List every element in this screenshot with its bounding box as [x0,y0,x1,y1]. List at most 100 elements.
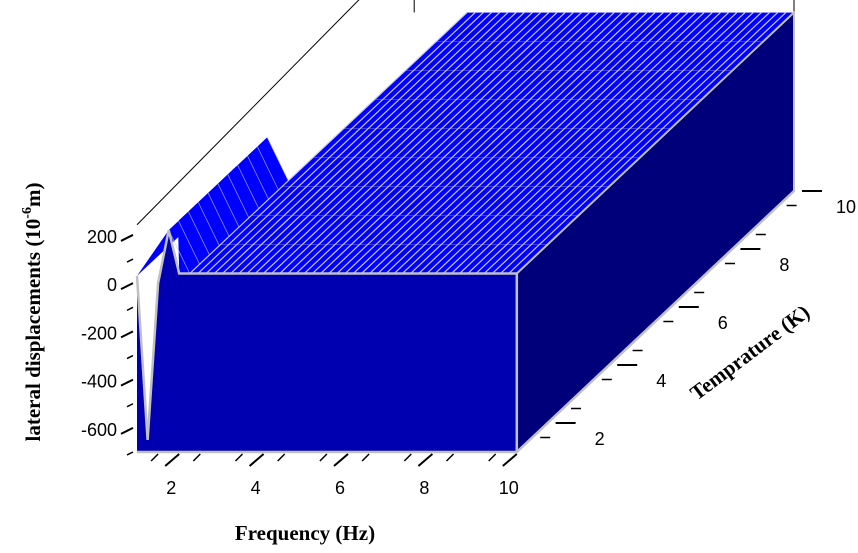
surface-mesh-line [344,12,623,274]
surface-front-profile [135,229,517,440]
surface-mesh-line [279,12,558,274]
surface-mesh-line [442,12,721,274]
surface-mesh-line [434,12,713,274]
surface-mesh-line [467,12,746,274]
z-axis-title-suffix: m) [21,183,45,208]
y-axis-tick-label: 10 [836,197,856,217]
surface-front-face [137,230,517,452]
surface-mesh-line [410,12,689,274]
axes: 2 4 6 8 10 2 4 6 8 10 200 0 -200 -400 -600 [81,190,856,498]
surface-mesh-line [508,12,787,274]
surface-mesh-line [336,12,615,274]
surface-mesh-line [385,12,664,274]
surface-mesh-line [246,12,525,274]
z-axis-minor-tick [126,306,134,311]
z-axis-title-exponent: -6 [20,207,35,219]
surface-mesh-line [262,12,541,274]
surface-mesh-line [418,12,697,274]
x-axis-minor-tick [488,453,497,462]
z-axis-tick-label: -200 [81,323,117,343]
x-axis-tick-label: 10 [499,478,519,498]
x-axis-minor-tick [319,453,328,462]
surface-mesh-line [303,12,582,274]
z-axis-tick [120,330,134,339]
surface-mesh-line [500,12,779,274]
surface-mesh-line [266,137,289,181]
x-axis-minor-tick [150,453,159,462]
surface-mesh-line [227,174,250,219]
surface-mesh-line [213,12,492,274]
z-axis-title-prefix: lateral displacements (10 [21,219,45,442]
surface-mesh-line [237,164,260,209]
surface-mesh-line [361,12,640,274]
x-axis-title: Frequency (Hz) [235,521,375,545]
y-axis-tick-label: 8 [779,255,789,275]
surface-mesh-line [369,12,648,274]
y-axis-tick-label: 4 [656,371,666,391]
surface-mesh-line [377,12,656,274]
x-axis-tick-label: 8 [419,478,429,498]
surface-mesh-line [247,155,269,200]
surface-mesh-line [188,211,210,256]
surface-mesh-line [238,12,517,274]
surface-mesh-line [178,220,200,265]
surface-mesh-line [271,12,550,274]
z-axis-minor-tick [126,258,134,263]
z-axis-title: lateral displacements (10-6m) [20,183,45,442]
surface-mesh-line [426,12,705,274]
x-axis-tick-label: 6 [335,478,345,498]
surface-top-right-edge [516,12,795,274]
surface-spike-region [177,137,289,274]
z-axis-tick [120,234,134,242]
surface-mesh-line [287,12,566,274]
x-axis-tick [164,453,180,467]
surface-mesh-line [254,12,533,274]
surface-mesh-line [222,12,501,274]
surface-mesh-line [217,183,240,228]
surface-mesh-line [459,12,738,274]
surface-mesh-line [483,12,762,274]
surface-mesh-line [197,12,476,274]
z-axis-tick-label: 200 [87,227,117,247]
z-axis-minor-tick [126,451,134,456]
z-axis-tick [120,378,134,387]
x-axis-minor-tick [403,453,412,462]
surface-mesh-line [450,12,730,274]
surface-mesh-line [189,12,468,274]
surface-mesh-line [328,12,607,274]
surface-mesh-line [230,12,509,274]
surface-mesh-line [197,202,220,246]
z-axis-tick-label: -400 [81,372,117,392]
x-axis-tick-label: 2 [166,478,176,498]
x-axis-tick [333,453,349,467]
y-axis-tick-label: 6 [718,313,728,333]
surface-mesh-line [205,12,484,274]
z-axis-tick-label: -600 [81,420,117,440]
y-axis-tick-label: 2 [595,429,605,449]
surface-mesh-line [491,12,770,274]
box-left-top-edge [136,0,360,226]
x-axis-minor-tick [192,453,201,462]
surface-mesh-line [256,146,279,191]
x-axis-tick-label: 4 [251,478,261,498]
surface-mesh-line [168,229,191,274]
x-axis-minor-tick [277,453,286,462]
surface-mesh-line [207,192,230,237]
x-axis-tick [248,453,265,467]
surface-mesh-line [393,12,672,274]
surface-mesh-line [401,12,680,274]
surface-left-strip [137,166,237,276]
z-axis-minor-tick [126,354,134,360]
surface-mesh-line [475,12,754,274]
x-axis-minor-tick [234,453,244,462]
z-axis-tick-label: 0 [107,275,117,295]
x-axis-minor-tick [445,453,455,462]
x-axis-tick [502,453,518,467]
surface-mesh-line [295,12,574,274]
x-axis-minor-tick [361,453,370,462]
surface-mesh-line [311,12,591,274]
z-axis-minor-tick [126,403,134,408]
surface-mesh-line [320,12,599,274]
back-box-frame [136,0,795,226]
